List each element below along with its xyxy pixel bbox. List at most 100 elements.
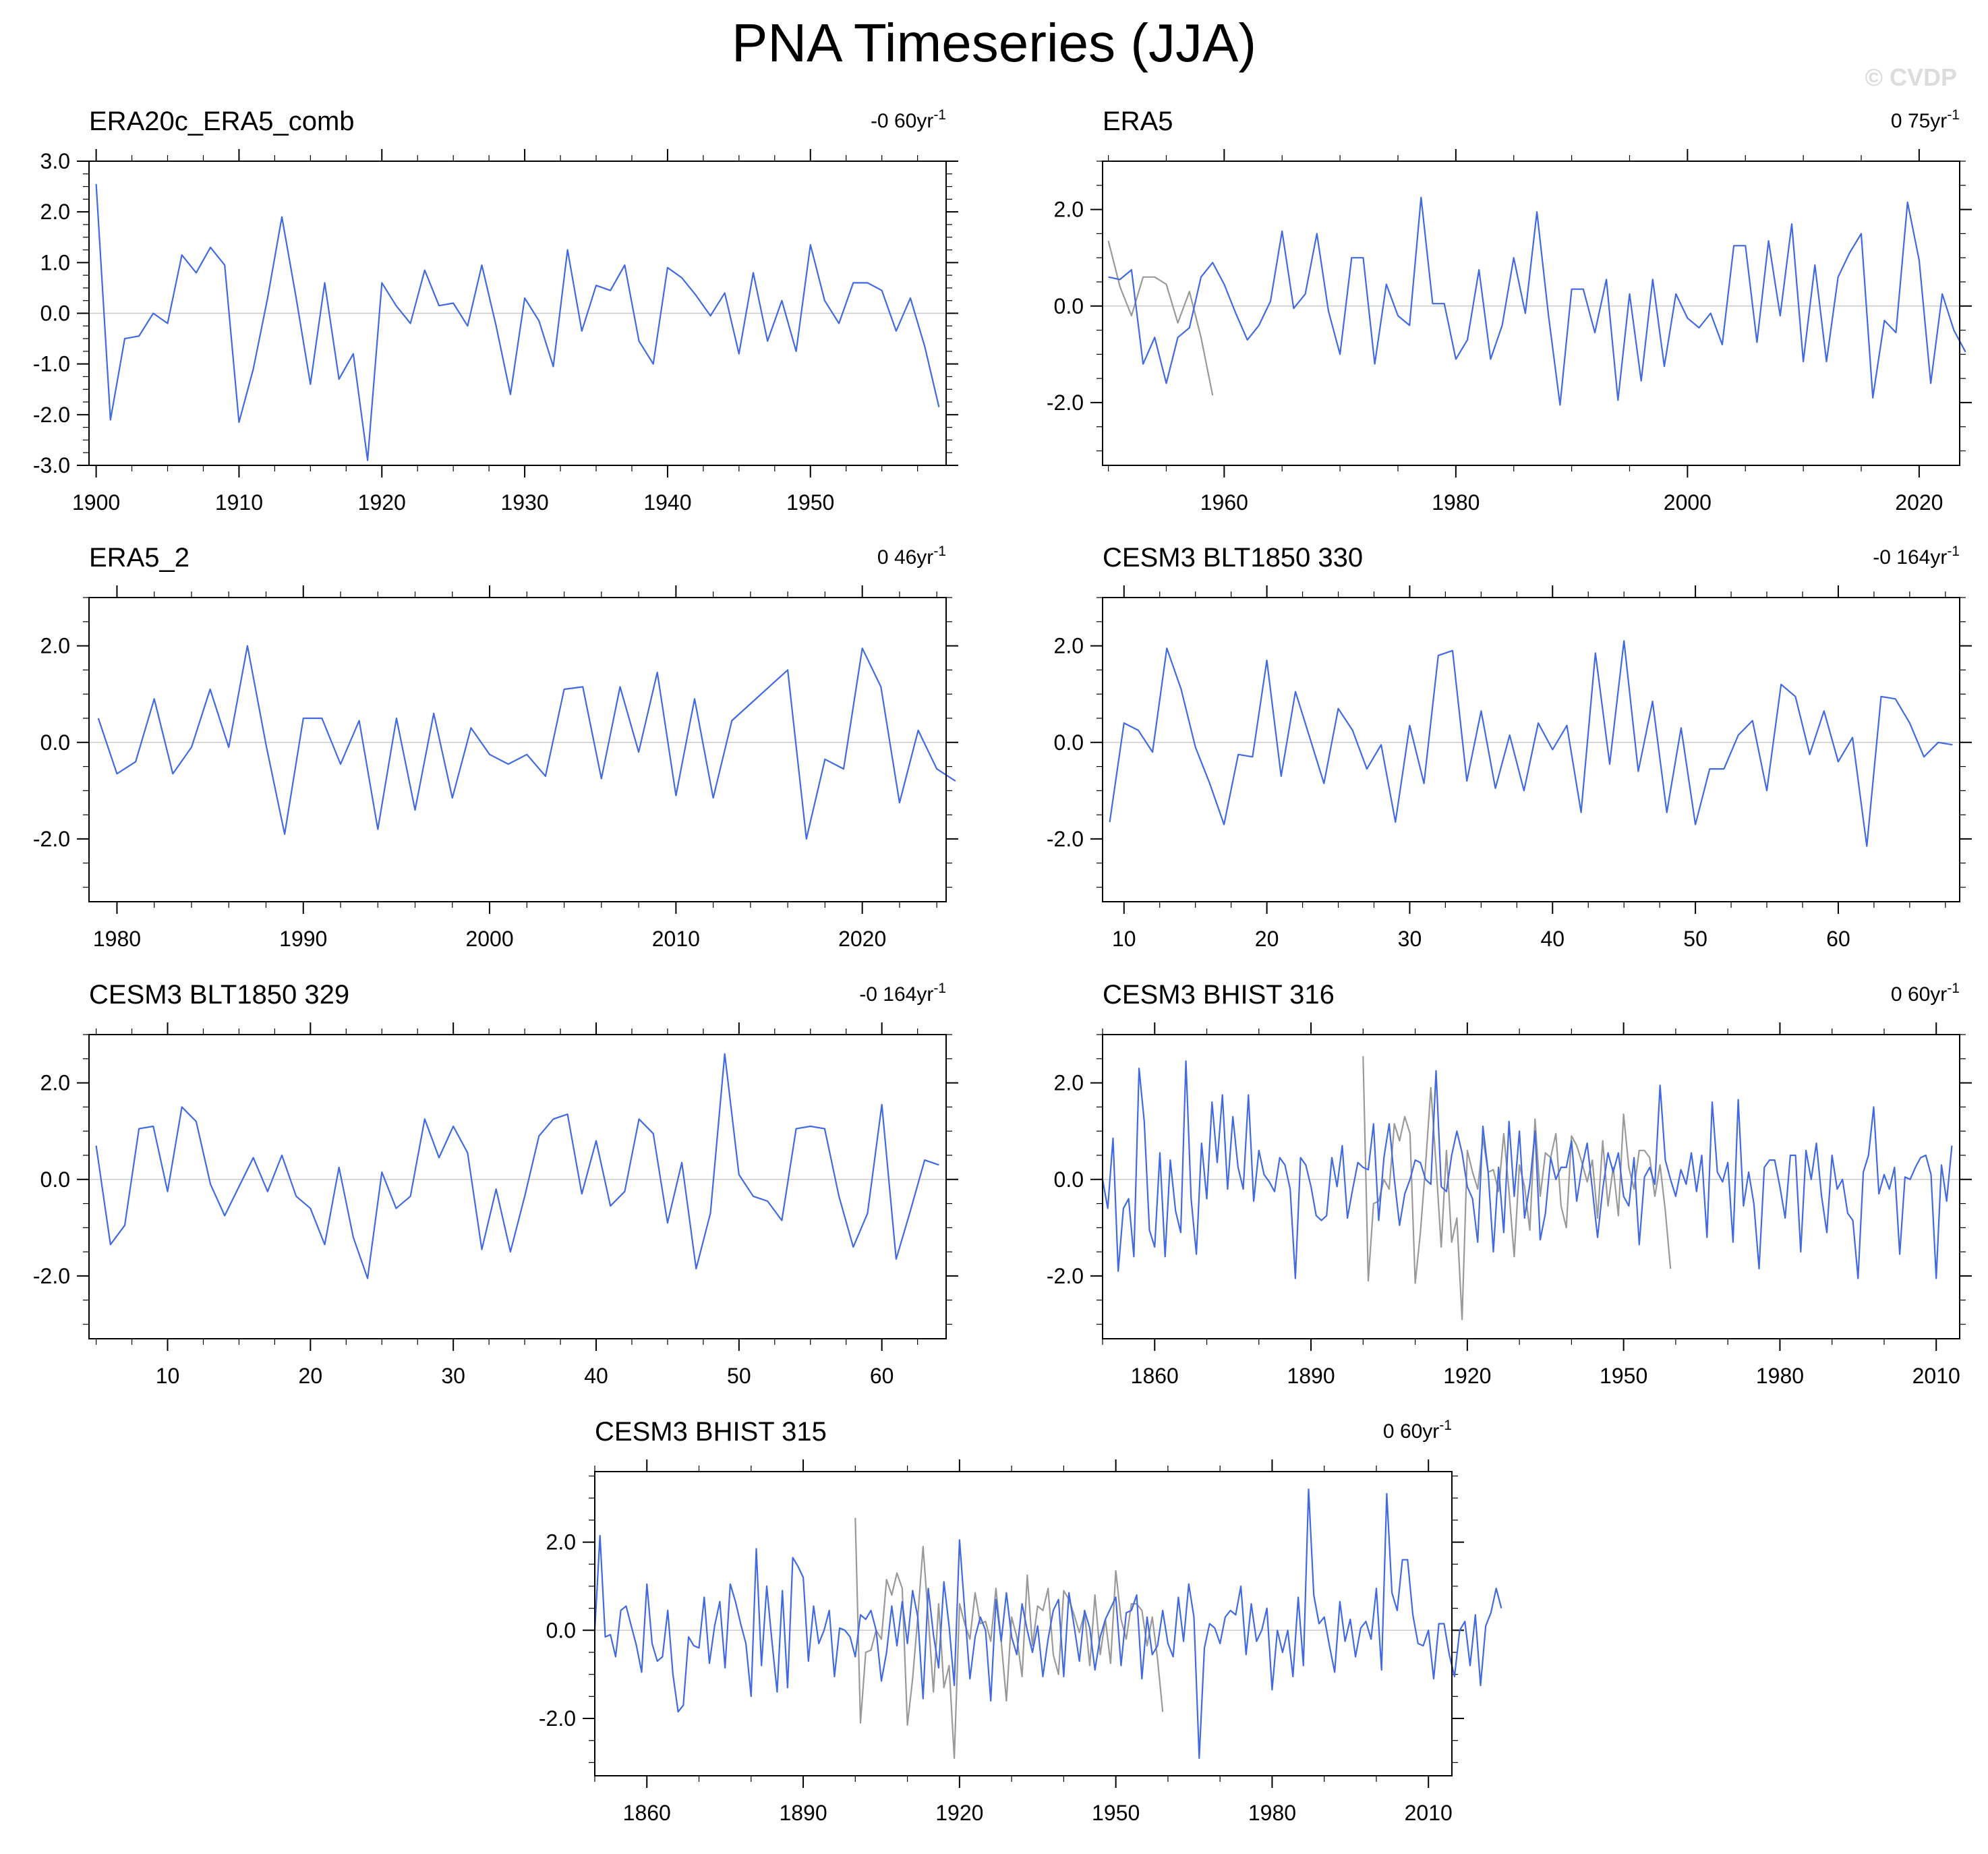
y-tick-label: 0.0 bbox=[40, 1167, 70, 1192]
x-tick-label: 2010 bbox=[652, 927, 700, 951]
trend-label: -0 164yr-1 bbox=[1873, 544, 1960, 569]
x-tick-label: 1860 bbox=[623, 1801, 671, 1825]
x-tick-label: 1920 bbox=[935, 1801, 983, 1825]
trend-label: -0 164yr-1 bbox=[859, 981, 946, 1006]
panel-title: CESM3 BLT1850 330 bbox=[1103, 543, 1363, 573]
panel-title: ERA5_2 bbox=[89, 543, 189, 573]
x-tick-label: 10 bbox=[1112, 927, 1136, 951]
x-tick-label: 1910 bbox=[215, 490, 263, 515]
plot-frame bbox=[88, 597, 947, 902]
x-tick-label: 1980 bbox=[93, 927, 141, 951]
x-tick-label: 20 bbox=[1255, 927, 1279, 951]
y-tick-label: 2.0 bbox=[40, 634, 70, 658]
panel-title: CESM3 BHIST 315 bbox=[595, 1417, 827, 1447]
y-tick-label: -2.0 bbox=[1047, 827, 1084, 851]
y-tick-label: 0.0 bbox=[546, 1618, 576, 1642]
series-line-era5-2 bbox=[97, 645, 956, 840]
x-tick-label: 2010 bbox=[1912, 1364, 1960, 1388]
x-tick-label: 1920 bbox=[1443, 1364, 1491, 1388]
panel-title: ERA5 bbox=[1103, 107, 1173, 136]
x-tick-label: 1980 bbox=[1248, 1801, 1296, 1825]
x-tick-label: 50 bbox=[1683, 927, 1707, 951]
x-tick-label: 10 bbox=[156, 1364, 180, 1388]
panel-title: ERA20c_ERA5_comb bbox=[89, 107, 355, 136]
trend-label: 0 60yr-1 bbox=[1383, 1418, 1452, 1443]
x-tick-label: 1930 bbox=[500, 490, 548, 515]
panel-title: CESM3 BLT1850 329 bbox=[89, 980, 349, 1010]
x-tick-label: 1980 bbox=[1756, 1364, 1804, 1388]
y-tick-label: -2.0 bbox=[33, 827, 70, 851]
x-tick-label: 2010 bbox=[1405, 1801, 1453, 1825]
y-tick-label: 2.0 bbox=[1054, 634, 1084, 658]
y-tick-label: 2.0 bbox=[546, 1530, 576, 1555]
trend-label: 0 46yr-1 bbox=[877, 544, 946, 569]
plot-frame bbox=[1102, 597, 1960, 902]
plot-frame bbox=[88, 1034, 947, 1339]
series-line-bhist-316 bbox=[1101, 1060, 1953, 1279]
x-tick-label: 40 bbox=[1540, 927, 1565, 951]
series-line-bhist-315 bbox=[593, 1488, 1502, 1759]
y-tick-label: 2.0 bbox=[40, 1071, 70, 1095]
y-tick-label: 2.0 bbox=[1054, 198, 1084, 222]
y-tick-label: -2.0 bbox=[539, 1706, 576, 1731]
x-tick-label: 1960 bbox=[1200, 490, 1248, 515]
x-tick-label: 1890 bbox=[779, 1801, 827, 1825]
plot-frame bbox=[88, 161, 947, 466]
panel-5: 2.0 0.0 -2.0 10 20 30 40 50 60 CESM3 BLT1850 329 -… bbox=[33, 980, 958, 1388]
trend-label: -0 60yr-1 bbox=[871, 107, 946, 132]
panel-title: CESM3 BHIST 316 bbox=[1103, 980, 1335, 1010]
series-line-era20c-era5-comb bbox=[854, 1517, 1164, 1759]
panel-4: 2.0 0.0 -2.0 10 20 30 40 50 60 CESM3 BLT1850 330 -… bbox=[1047, 543, 1972, 951]
x-tick-label: 1990 bbox=[279, 927, 327, 951]
panel-3: 2.0 0.0 -2.0 1980 1990 2000 2010 2020 ERA5_2 0 46… bbox=[33, 543, 958, 951]
y-tick-label: 3.0 bbox=[40, 149, 70, 173]
y-tick-label: 0.0 bbox=[1054, 294, 1084, 318]
y-tick-label: -2.0 bbox=[1047, 390, 1084, 415]
plot-frame bbox=[1102, 1034, 1960, 1339]
y-tick-label: 0.0 bbox=[1054, 1167, 1084, 1192]
x-tick-label: 1890 bbox=[1287, 1364, 1335, 1388]
trend-label: 0 60yr-1 bbox=[1891, 981, 1960, 1006]
y-tick-label: 0.0 bbox=[40, 730, 70, 755]
y-tick-label: -1.0 bbox=[33, 352, 70, 376]
x-tick-label: 1860 bbox=[1131, 1364, 1179, 1388]
y-tick-label: 2.0 bbox=[1054, 1071, 1084, 1095]
panel-7: 2.0 0.0 -2.0 1860 1890 1920 1950 1980 2010 CESM3 … bbox=[539, 1417, 1502, 1825]
series-line-era20c-era5-comb bbox=[1362, 1056, 1672, 1321]
series-line-blt1850-330 bbox=[1109, 640, 1953, 847]
trend-label: 0 75yr-1 bbox=[1891, 107, 1960, 132]
x-tick-label: 50 bbox=[727, 1364, 751, 1388]
x-tick-label: 2000 bbox=[1664, 490, 1712, 515]
y-tick-label: 0.0 bbox=[40, 301, 70, 326]
x-tick-label: 1950 bbox=[1600, 1364, 1647, 1388]
y-tick-label: -2.0 bbox=[1047, 1264, 1084, 1288]
x-tick-label: 1980 bbox=[1432, 490, 1480, 515]
series-line-era20c-era5-comb bbox=[1107, 240, 1214, 396]
y-tick-label: 0.0 bbox=[1054, 730, 1084, 755]
panel-2: 2.0 0.0 -2.0 1960 1980 2000 2020 ERA5 0 75yr-1 bbox=[1047, 107, 1972, 515]
series-line-blt1850-329 bbox=[95, 1053, 939, 1279]
x-tick-label: 60 bbox=[1826, 927, 1850, 951]
x-tick-label: 30 bbox=[1398, 927, 1422, 951]
y-tick-label: -3.0 bbox=[33, 453, 70, 477]
x-tick-label: 2000 bbox=[465, 927, 513, 951]
plot-frame bbox=[1102, 161, 1960, 466]
y-tick-label: 2.0 bbox=[40, 200, 70, 224]
x-tick-label: 1900 bbox=[72, 490, 120, 515]
y-tick-label: 1.0 bbox=[40, 250, 70, 274]
x-tick-label: 40 bbox=[584, 1364, 608, 1388]
y-tick-label: -2.0 bbox=[33, 403, 70, 427]
x-tick-label: 1950 bbox=[1092, 1801, 1140, 1825]
x-tick-label: 2020 bbox=[1895, 490, 1943, 515]
x-tick-label: 60 bbox=[870, 1364, 894, 1388]
x-tick-label: 1920 bbox=[358, 490, 406, 515]
y-tick-label: -2.0 bbox=[33, 1264, 70, 1288]
x-tick-label: 20 bbox=[299, 1364, 323, 1388]
x-tick-label: 1950 bbox=[786, 490, 834, 515]
plot-frame bbox=[594, 1471, 1453, 1776]
series-line-era5 bbox=[1108, 196, 1966, 406]
x-tick-label: 30 bbox=[441, 1364, 465, 1388]
panel-6: 2.0 0.0 -2.0 1860 1890 1920 1950 1980 2010 CESM3 … bbox=[1047, 980, 1972, 1388]
